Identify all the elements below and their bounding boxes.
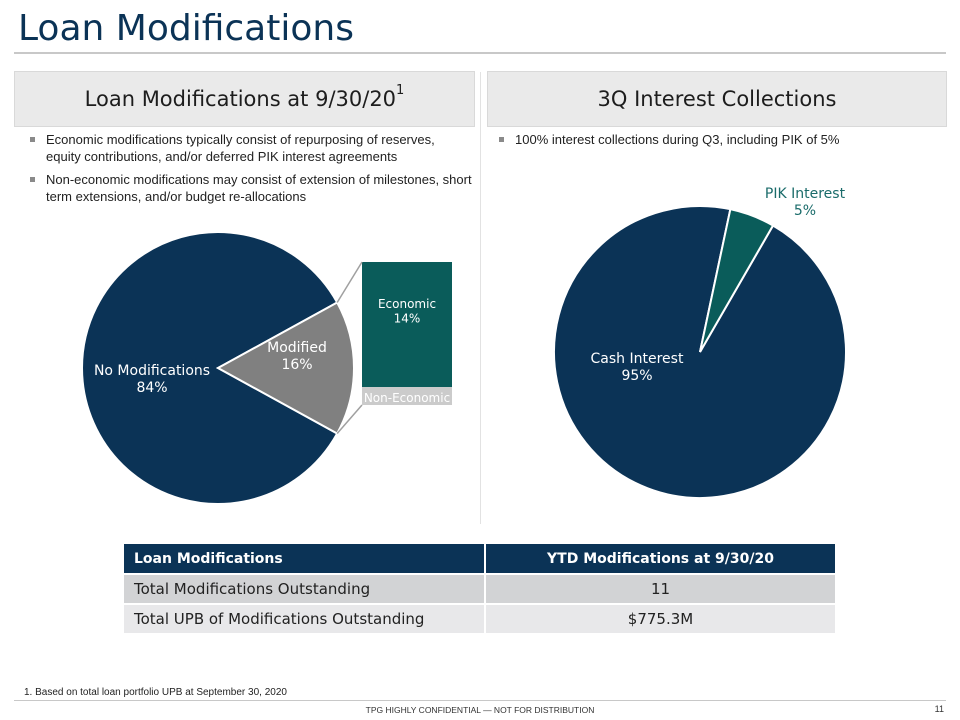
table-cell: $775.3M: [484, 604, 835, 633]
table-row: Total Modifications Outstanding 11: [124, 574, 835, 605]
right-bullet-list: 100% interest collections during Q3, inc…: [497, 131, 937, 154]
label-non-economic: Non-Economic 2%: [364, 391, 450, 419]
pie-slice-modified: [215, 301, 355, 435]
modifications-table: Loan Modifications YTD Modifications at …: [124, 544, 835, 633]
bar-segment-economic: [362, 262, 452, 388]
table-header-cell: Loan Modifications: [124, 544, 485, 575]
right-panel-heading: 3Q Interest Collections: [487, 71, 947, 127]
bullet-item: 100% interest collections during Q3, inc…: [497, 131, 937, 148]
page-title: Loan Modifications: [18, 8, 354, 49]
table-header-cell: YTD Modifications at 9/30/20: [484, 544, 835, 575]
interest-collections-pie-chart: Cash Interest 95% PIK Interest 5%: [552, 186, 847, 499]
label-modified: Modified 16%: [267, 340, 327, 373]
label-economic: Economic 14%: [378, 297, 436, 325]
table-cell: 11: [484, 574, 835, 605]
label-pik-interest: PIK Interest 5%: [765, 186, 846, 219]
bar-segment-non-economic: [362, 387, 452, 405]
left-panel-heading-text: Loan Modifications at 9/30/20: [84, 87, 397, 111]
left-bullet-list: Economic modifications typically consist…: [28, 131, 473, 211]
title-divider: [14, 52, 946, 54]
pie-slice-pik-interest: [699, 208, 775, 353]
table-header-row: Loan Modifications YTD Modifications at …: [124, 544, 835, 575]
left-panel-heading: Loan Modifications at 9/30/20 1: [14, 71, 475, 127]
footer-divider: [14, 700, 946, 701]
confidentiality-notice: TPG HIGHLY CONFIDENTIAL — NOT FOR DISTRI…: [365, 705, 595, 715]
footnote-marker: 1: [396, 82, 405, 98]
table-row: Total UPB of Modifications Outstanding $…: [124, 604, 835, 633]
right-panel-heading-text: 3Q Interest Collections: [597, 87, 837, 111]
bullet-item: Economic modifications typically consist…: [28, 131, 473, 165]
pie-slice-no-modifications: [81, 231, 339, 505]
panel-divider: [480, 72, 481, 524]
loan-modifications-pie-chart: No Modifications 84% Modified 16% Economic 14…: [81, 231, 452, 505]
connector-line-bottom: [336, 404, 363, 435]
bullet-item: Non-economic modifications may consist o…: [28, 171, 473, 205]
page-number: 11: [934, 704, 944, 714]
label-cash-interest: Cash Interest 95%: [591, 351, 684, 384]
label-no-modifications: No Modifications 84%: [94, 363, 210, 396]
table-cell: Total UPB of Modifications Outstanding: [124, 604, 485, 633]
table-cell: Total Modifications Outstanding: [124, 574, 485, 605]
footnote: 1. Based on total loan portfolio UPB at …: [24, 687, 287, 698]
connector-line-top: [336, 261, 363, 303]
